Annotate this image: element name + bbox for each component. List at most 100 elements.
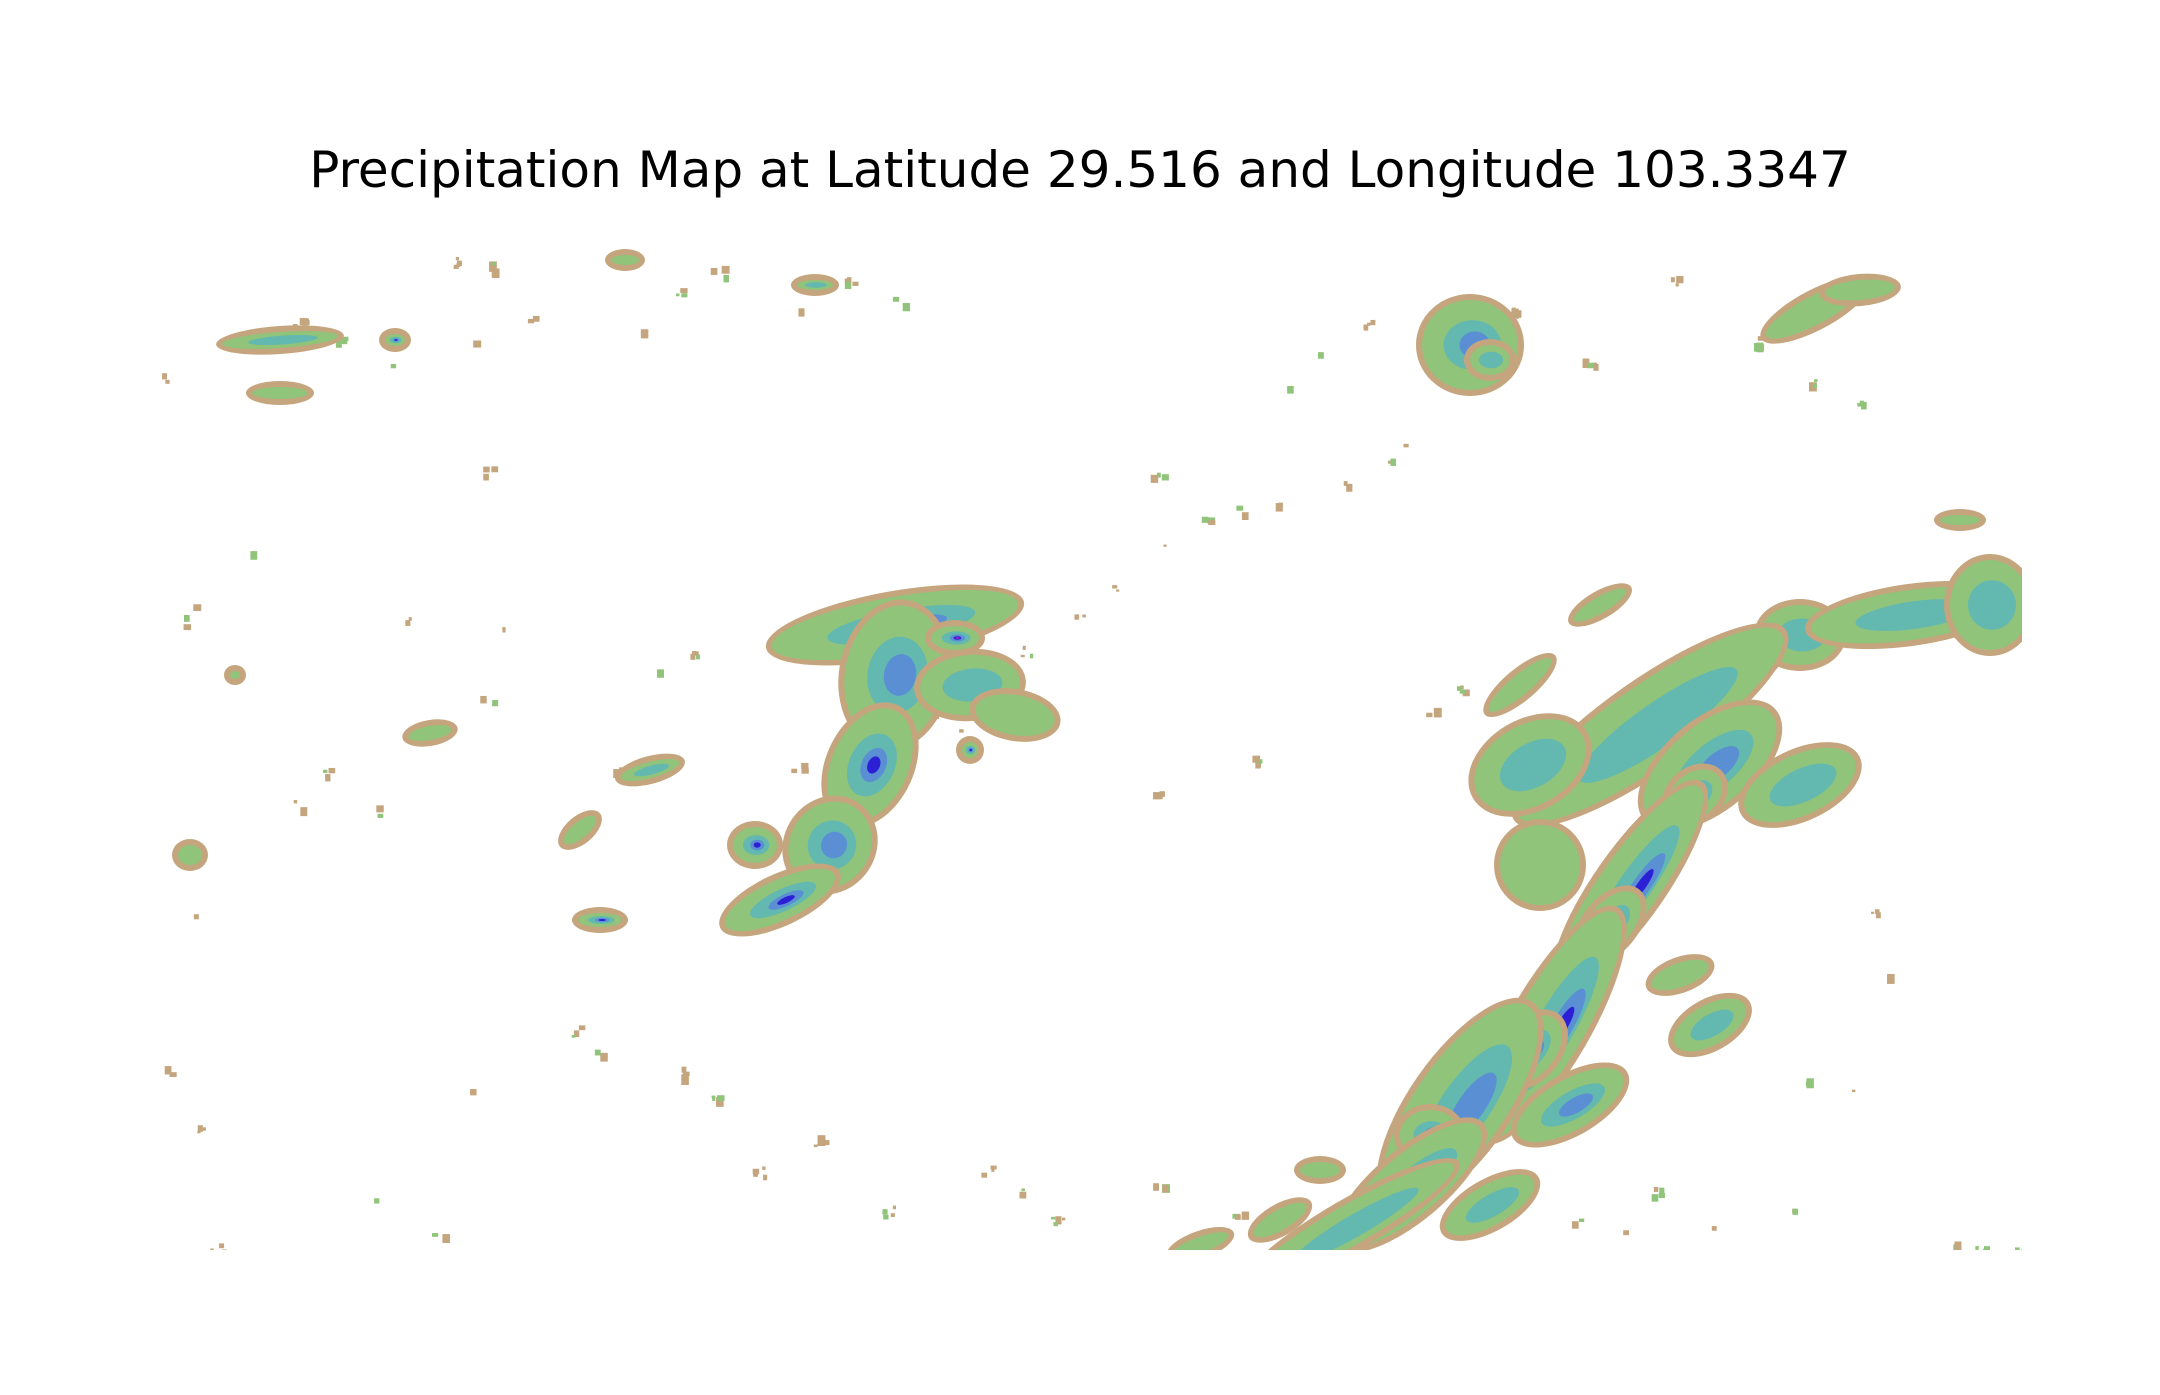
precip-speck bbox=[763, 1174, 768, 1181]
precip-cell-moderate bbox=[805, 282, 827, 288]
precip-speck bbox=[752, 1168, 760, 1175]
precip-speck bbox=[1851, 1089, 1856, 1093]
precip-cell-heavy bbox=[820, 831, 848, 859]
precip-speck bbox=[1675, 283, 1679, 287]
precip-speck bbox=[990, 1165, 997, 1170]
precip-speck bbox=[1161, 474, 1169, 481]
precip-speck bbox=[1812, 383, 1817, 389]
precip-cell-moderate bbox=[1968, 580, 2016, 630]
precip-cell-moderate bbox=[1293, 1187, 1419, 1250]
precip-speck bbox=[852, 281, 859, 286]
precip-speck bbox=[1153, 792, 1161, 800]
precip-speck bbox=[302, 318, 309, 326]
precip-cell-light bbox=[1488, 658, 1552, 712]
precip-speck bbox=[791, 768, 798, 774]
precip-cell-moderate bbox=[1465, 1187, 1520, 1223]
precip-speck bbox=[1053, 1222, 1058, 1227]
precip-speck bbox=[1082, 614, 1086, 618]
precip-speck bbox=[711, 1095, 716, 1098]
precip-speck bbox=[883, 1214, 889, 1220]
precip-speck bbox=[1651, 1194, 1659, 1202]
precip-speck bbox=[813, 1144, 818, 1148]
precip-speck bbox=[1020, 654, 1025, 658]
precip-speck bbox=[1278, 502, 1283, 506]
precip-speck bbox=[892, 296, 900, 302]
precip-speck bbox=[1055, 1216, 1062, 1225]
precip-speck bbox=[902, 303, 911, 312]
precip-speck bbox=[710, 267, 718, 275]
precip-speck bbox=[801, 767, 809, 774]
precip-speck bbox=[2014, 1247, 2020, 1250]
precip-speck bbox=[1157, 472, 1161, 478]
precip-cell-light bbox=[1500, 825, 1580, 905]
precip-speck bbox=[1670, 277, 1675, 283]
precip-cell-light bbox=[252, 387, 308, 399]
precip-speck bbox=[1201, 516, 1209, 523]
precip-speck bbox=[323, 769, 328, 773]
precip-speck bbox=[981, 1172, 988, 1178]
precip-speck bbox=[694, 651, 699, 656]
precip-speck bbox=[1370, 319, 1376, 326]
precip-speck bbox=[823, 1140, 830, 1146]
precip-speck bbox=[1462, 689, 1470, 697]
precip-speck bbox=[1252, 755, 1261, 763]
precip-speck bbox=[162, 373, 167, 380]
precip-cell-moderate bbox=[1499, 738, 1567, 792]
precip-speck bbox=[197, 1131, 201, 1134]
precip-speck bbox=[1591, 362, 1598, 368]
precip-speck bbox=[1074, 614, 1080, 620]
precip-speck bbox=[300, 807, 308, 817]
precip-speck bbox=[1792, 1208, 1799, 1215]
precip-speck bbox=[1857, 402, 1863, 407]
precip-speck bbox=[1390, 458, 1396, 466]
precip-speck bbox=[676, 293, 680, 297]
precip-speck bbox=[1653, 1187, 1659, 1192]
precip-speck bbox=[959, 729, 964, 733]
precip-speck bbox=[432, 1233, 439, 1237]
precip-speck bbox=[1658, 1192, 1665, 1199]
precip-speck bbox=[1587, 362, 1594, 369]
precip-speck bbox=[1433, 707, 1442, 718]
precip-cell-very_heavy bbox=[969, 748, 973, 752]
precip-cell-very_heavy bbox=[394, 339, 398, 341]
precipitation-map bbox=[150, 205, 2022, 1250]
precip-speck bbox=[165, 379, 170, 384]
precip-speck bbox=[656, 669, 665, 678]
precip-speck bbox=[1579, 1218, 1585, 1222]
precip-speck bbox=[250, 551, 258, 560]
precip-speck bbox=[1287, 385, 1294, 394]
precip-speck bbox=[882, 1209, 888, 1215]
precip-speck bbox=[1022, 645, 1026, 650]
precip-speck bbox=[1861, 401, 1867, 410]
precip-speck bbox=[801, 762, 809, 769]
precip-speck bbox=[374, 1198, 380, 1204]
precip-speck bbox=[202, 1127, 206, 1131]
precip-speck bbox=[325, 774, 331, 782]
precip-speck bbox=[1159, 791, 1165, 797]
precip-cell-light bbox=[1300, 1162, 1340, 1178]
precip-speck bbox=[681, 293, 688, 298]
precip-cell-moderate bbox=[248, 334, 318, 346]
precip-speck bbox=[1116, 589, 1120, 592]
precip-speck bbox=[532, 315, 540, 322]
precip-speck bbox=[480, 695, 487, 704]
precip-speck bbox=[405, 620, 411, 626]
precip-speck bbox=[1757, 336, 1764, 341]
precip-speck bbox=[1516, 312, 1522, 318]
precip-speck bbox=[390, 363, 397, 369]
precip-cell-extreme bbox=[955, 637, 960, 639]
precip-speck bbox=[578, 1025, 586, 1031]
precip-speck bbox=[1954, 1241, 1962, 1250]
precip-speck bbox=[1887, 974, 1895, 984]
precip-speck bbox=[1236, 505, 1244, 511]
precip-speck bbox=[1403, 443, 1409, 448]
precip-speck bbox=[193, 604, 202, 611]
precip-cell-light bbox=[1573, 588, 1627, 622]
precip-speck bbox=[183, 615, 190, 622]
precip-speck bbox=[1343, 481, 1348, 486]
precip-cell-very_heavy bbox=[777, 895, 795, 905]
precip-speck bbox=[1112, 585, 1118, 589]
precip-speck bbox=[817, 1135, 826, 1147]
precip-speck bbox=[210, 1248, 214, 1250]
precip-speck bbox=[502, 627, 506, 630]
